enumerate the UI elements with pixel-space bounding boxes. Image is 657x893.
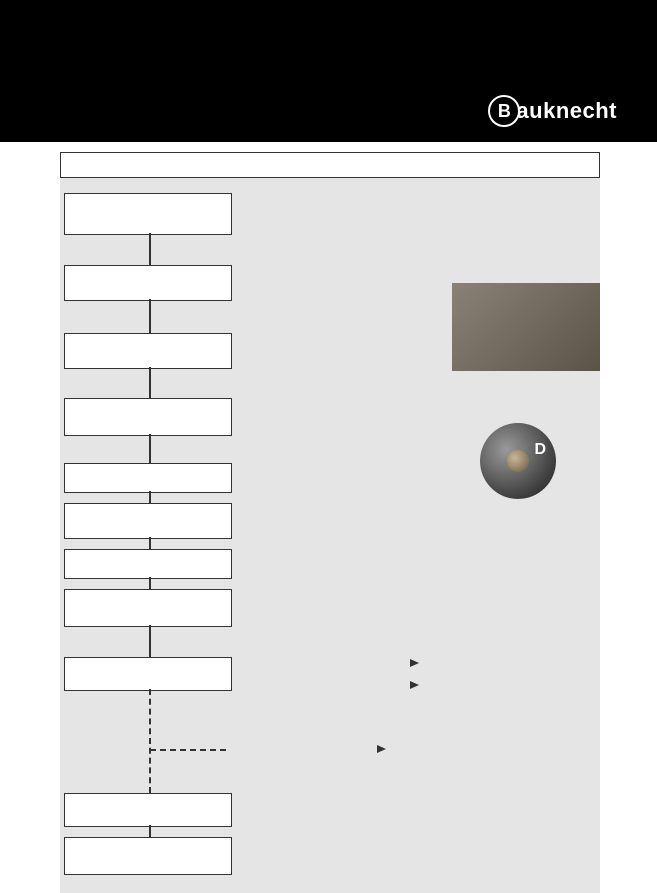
connector bbox=[149, 625, 151, 657]
arrow-icon bbox=[410, 659, 419, 667]
brand-logo: B auknecht bbox=[488, 95, 617, 127]
connector bbox=[149, 825, 151, 837]
flow-box-3 bbox=[64, 333, 232, 369]
connector bbox=[149, 577, 151, 589]
flow-box-2 bbox=[64, 265, 232, 301]
flow-box-1 bbox=[64, 193, 232, 235]
flow-box-6 bbox=[64, 503, 232, 539]
arrow-icon bbox=[410, 681, 419, 689]
connector bbox=[149, 434, 151, 463]
connector bbox=[149, 233, 151, 265]
flow-box-10 bbox=[64, 793, 232, 827]
connector bbox=[149, 537, 151, 549]
dial-center bbox=[507, 450, 529, 472]
flow-box-9 bbox=[64, 657, 232, 691]
flow-box-11 bbox=[64, 837, 232, 875]
flow-box-5 bbox=[64, 463, 232, 493]
connector-dashed-h bbox=[150, 749, 226, 751]
flow-box-8 bbox=[64, 589, 232, 627]
flowchart: D bbox=[64, 193, 600, 883]
photo-inner bbox=[452, 283, 600, 371]
connector bbox=[149, 299, 151, 333]
dial-label: D bbox=[534, 441, 546, 459]
header-bar: B auknecht bbox=[0, 0, 657, 142]
connector bbox=[149, 367, 151, 398]
product-photo bbox=[452, 283, 600, 371]
content-area: D bbox=[60, 152, 600, 893]
dial-photo: D bbox=[480, 423, 556, 499]
connector bbox=[149, 491, 151, 503]
connector-dashed bbox=[149, 689, 151, 793]
flow-box-7 bbox=[64, 549, 232, 579]
arrow-icon bbox=[377, 745, 386, 753]
title-box bbox=[60, 152, 600, 178]
logo-text: auknecht bbox=[516, 98, 617, 124]
flow-box-4 bbox=[64, 398, 232, 436]
